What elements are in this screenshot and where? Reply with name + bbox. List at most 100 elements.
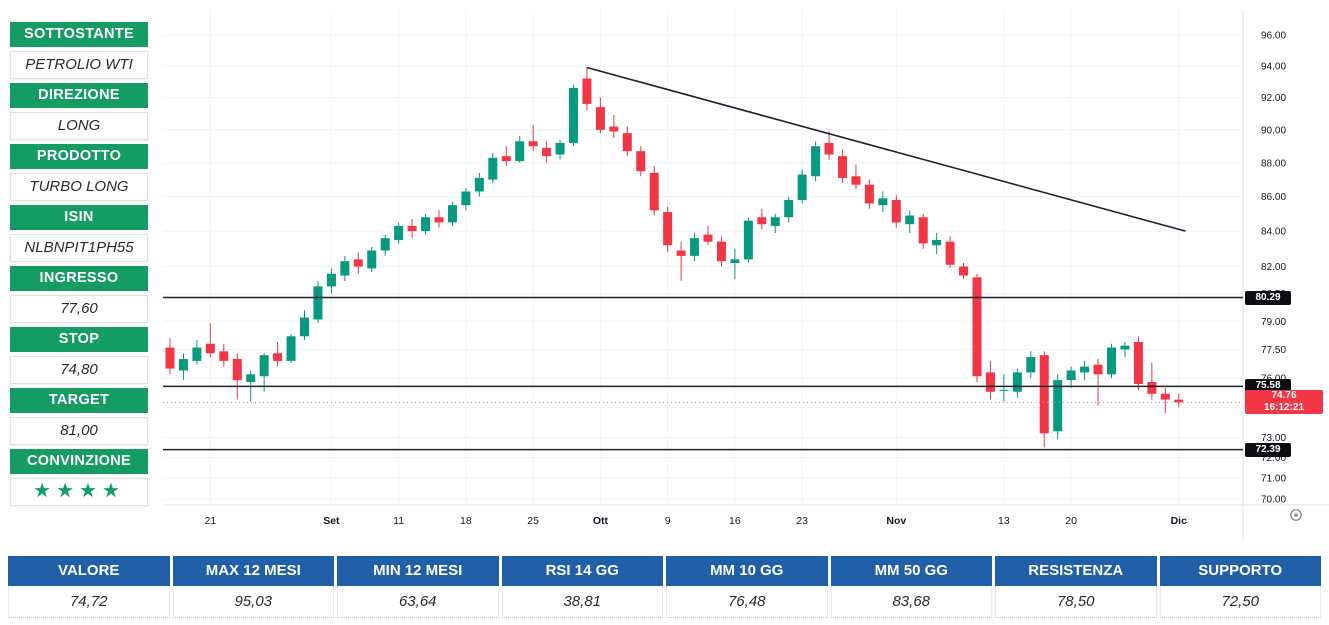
field-label-prodotto: PRODOTTO: [10, 144, 148, 169]
candle: [1080, 366, 1090, 373]
field-label-direzione: DIREZIONE: [10, 83, 148, 108]
field-value-direzione: LONG: [10, 112, 148, 140]
candle: [380, 238, 390, 251]
field-label-convinzione: CONVINZIONE: [10, 449, 148, 474]
candle: [797, 174, 807, 201]
candle: [770, 217, 780, 226]
stats-column-valore: VALORE 74,72: [8, 556, 170, 618]
candlestick-chart[interactable]: 96.00 94.00 92.00 90.00 88.00 86.00 84.00 82.00…: [0, 0, 1329, 545]
candle: [1066, 370, 1076, 381]
candle: [649, 172, 659, 211]
time-tick-label: Dic: [1171, 515, 1188, 527]
candle: [932, 239, 942, 246]
time-tick-label: 9: [665, 515, 671, 527]
candle: [488, 157, 498, 180]
last-price-value: 74.76: [1271, 390, 1297, 402]
candle: [959, 266, 969, 276]
candle: [811, 146, 821, 177]
field-value-isin: NLBNPIT1PH55: [10, 234, 148, 262]
time-tick-label: Nov: [886, 515, 906, 527]
column-value: 83,68: [830, 586, 992, 618]
stats-table: VALORE 74,72 MAX 12 MESI 95,03 MIN 12 ME…: [8, 556, 1321, 618]
stats-column-mm-50-gg: MM 50 GG 83,68: [830, 556, 992, 618]
candle: [515, 141, 525, 162]
candle: [501, 156, 511, 162]
column-value: 74,72: [8, 586, 170, 618]
candle: [1039, 355, 1049, 434]
time-tick-label: 20: [1065, 515, 1077, 527]
candle: [676, 250, 686, 256]
last-price-label: 74.76 16:12:21: [1245, 390, 1323, 415]
time-tick-label: 25: [527, 515, 539, 527]
candle: [313, 286, 323, 320]
field-value-prodotto: TURBO LONG: [10, 173, 148, 201]
candle: [743, 220, 753, 260]
price-tick-label: 72.00: [1261, 453, 1286, 464]
column-header: RESISTENZA: [995, 556, 1157, 586]
candle: [663, 212, 673, 246]
candle: [824, 142, 834, 155]
level-price-label: 72.39: [1245, 442, 1291, 457]
candle: [1053, 380, 1063, 432]
candle: [1160, 393, 1170, 400]
star-icon: ★: [56, 480, 79, 502]
time-tick-label: 21: [205, 515, 217, 527]
field-label-ingresso: INGRESSO: [10, 266, 148, 291]
trendline: [586, 66, 1186, 232]
price-tick-label: 94.00: [1261, 61, 1286, 72]
candle: [905, 215, 915, 225]
candle: [340, 261, 350, 276]
stats-column-mm-10-gg: MM 10 GG 76,48: [666, 556, 828, 618]
column-value: 63,64: [337, 586, 499, 618]
candle: [394, 225, 404, 240]
field-value-ingresso: 77,60: [10, 295, 148, 323]
star-icon: ★: [79, 480, 102, 502]
candle: [300, 317, 309, 337]
column-header: VALORE: [8, 556, 170, 586]
candle: [703, 234, 713, 242]
price-scale-eye-icon[interactable]: [1288, 507, 1304, 523]
column-value: 38,81: [501, 586, 663, 618]
candle: [999, 389, 1009, 391]
price-tick-label: 92.00: [1261, 93, 1286, 104]
candle: [246, 374, 256, 383]
candle: [326, 273, 336, 287]
candle: [730, 259, 740, 263]
price-tick-label: 82.00: [1261, 262, 1286, 273]
stats-column-rsi-14-gg: RSI 14 GG 38,81: [501, 556, 663, 618]
field-label-isin: ISIN: [10, 205, 148, 230]
candle: [461, 191, 471, 206]
candle: [972, 277, 982, 377]
field-value-stop: 74,80: [10, 356, 148, 384]
price-tick-label: 70.00: [1261, 494, 1286, 505]
price-tick-label: 88.00: [1261, 158, 1286, 169]
price-tick-label: 73.00: [1261, 433, 1286, 444]
candle: [851, 176, 861, 185]
price-tick-label: 76.00: [1261, 374, 1286, 385]
column-header: MM 50 GG: [830, 556, 992, 586]
candle: [1107, 347, 1116, 375]
candle: [447, 205, 457, 223]
candle: [1133, 341, 1143, 384]
conviction-star-icons: ★★★★: [10, 478, 148, 506]
candle: [1147, 382, 1157, 394]
column-value: 72,50: [1159, 586, 1321, 618]
field-value-target: 81,00: [10, 417, 148, 445]
candle: [636, 151, 646, 172]
candle: [542, 147, 552, 157]
candle: [985, 372, 995, 392]
time-tick-label: 11: [393, 515, 404, 527]
level-price-label: 75.58: [1245, 379, 1291, 394]
time-tick-label: Set: [323, 515, 340, 527]
candle: [178, 358, 188, 371]
field-label-stop: STOP: [10, 327, 148, 352]
candle: [784, 200, 794, 218]
candle: [945, 241, 955, 265]
column-value: 76,48: [666, 586, 828, 618]
candle: [219, 351, 229, 361]
column-value: 78,50: [995, 586, 1157, 618]
candle: [528, 141, 538, 147]
candle: [622, 133, 632, 152]
last-price-time: 16:12:21: [1263, 402, 1305, 414]
candle: [690, 238, 700, 256]
